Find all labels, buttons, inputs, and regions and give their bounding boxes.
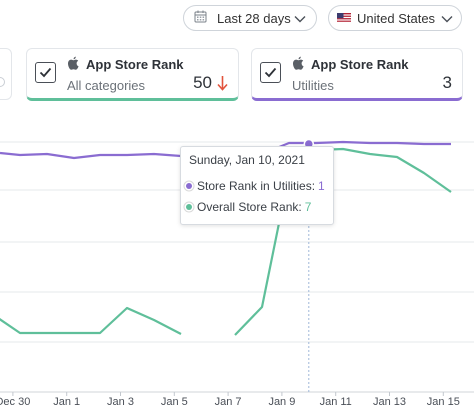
chart-tooltip: Sunday, Jan 10, 2021 Store Rank in Utili… bbox=[180, 146, 334, 225]
metric-card-partial[interactable] bbox=[0, 48, 12, 100]
metric-card-value: 50 bbox=[193, 73, 212, 92]
country-dropdown[interactable]: United States bbox=[328, 5, 462, 31]
x-tick-label: Jan 11 bbox=[320, 396, 352, 408]
tooltip-row-utilities: Store Rank in Utilities: 1 bbox=[186, 179, 325, 193]
chevron-down-icon bbox=[441, 11, 453, 26]
tooltip-date: Sunday, Jan 10, 2021 bbox=[189, 153, 305, 167]
metric-card-all-categories[interactable]: App Store Rank All categories 50 bbox=[26, 48, 239, 101]
x-tick-label: Jan 9 bbox=[268, 396, 295, 408]
country-label: United States bbox=[357, 10, 436, 26]
tooltip-row-label: Store Rank in Utilities: bbox=[197, 179, 316, 193]
x-tick-label: Jan 5 bbox=[161, 396, 188, 408]
date-range-label: Last 28 days bbox=[217, 10, 291, 26]
x-tick-label: Jan 13 bbox=[373, 396, 406, 408]
tooltip-row-label: Overall Store Rank: bbox=[197, 200, 302, 214]
x-tick-label: Jan 15 bbox=[427, 396, 460, 408]
metric-checkbox[interactable] bbox=[260, 62, 281, 83]
x-tick-label: Jan 7 bbox=[215, 396, 242, 408]
metric-card-subtitle: Utilities bbox=[292, 78, 334, 93]
metric-card-utilities[interactable]: App Store Rank Utilities 3 bbox=[251, 48, 463, 101]
date-range-dropdown[interactable]: Last 28 days bbox=[183, 5, 317, 31]
metric-card-subtitle: All categories bbox=[67, 78, 146, 93]
us-flag-icon bbox=[337, 11, 351, 26]
tooltip-row-value: 1 bbox=[318, 179, 325, 193]
calendar-icon bbox=[194, 10, 207, 26]
tooltip-legend-dot bbox=[186, 204, 192, 210]
x-tick-label: Jan 3 bbox=[107, 396, 134, 408]
apple-icon bbox=[292, 56, 305, 76]
tooltip-row-value: 7 bbox=[304, 200, 312, 214]
tooltip-legend-dot bbox=[186, 183, 192, 189]
metric-checkbox[interactable] bbox=[35, 62, 56, 83]
x-tick-label: Jan 1 bbox=[53, 396, 80, 408]
chevron-down-icon bbox=[294, 11, 306, 26]
metric-card-title: App Store Rank bbox=[311, 57, 409, 72]
metric-card-value: 3 bbox=[442, 73, 452, 92]
tooltip-row-overall: Overall Store Rank: 7 bbox=[186, 200, 311, 214]
series-line-overall bbox=[0, 306, 182, 335]
metric-card-value-group: 50 bbox=[193, 73, 228, 93]
metric-card-title: App Store Rank bbox=[86, 57, 184, 72]
apple-icon bbox=[67, 56, 80, 76]
series-line-overall bbox=[234, 147, 452, 336]
x-tick-label: Dec 30 bbox=[0, 396, 30, 408]
metric-card-value-group: 3 bbox=[443, 73, 452, 93]
trend-down-arrow-icon bbox=[217, 75, 228, 91]
